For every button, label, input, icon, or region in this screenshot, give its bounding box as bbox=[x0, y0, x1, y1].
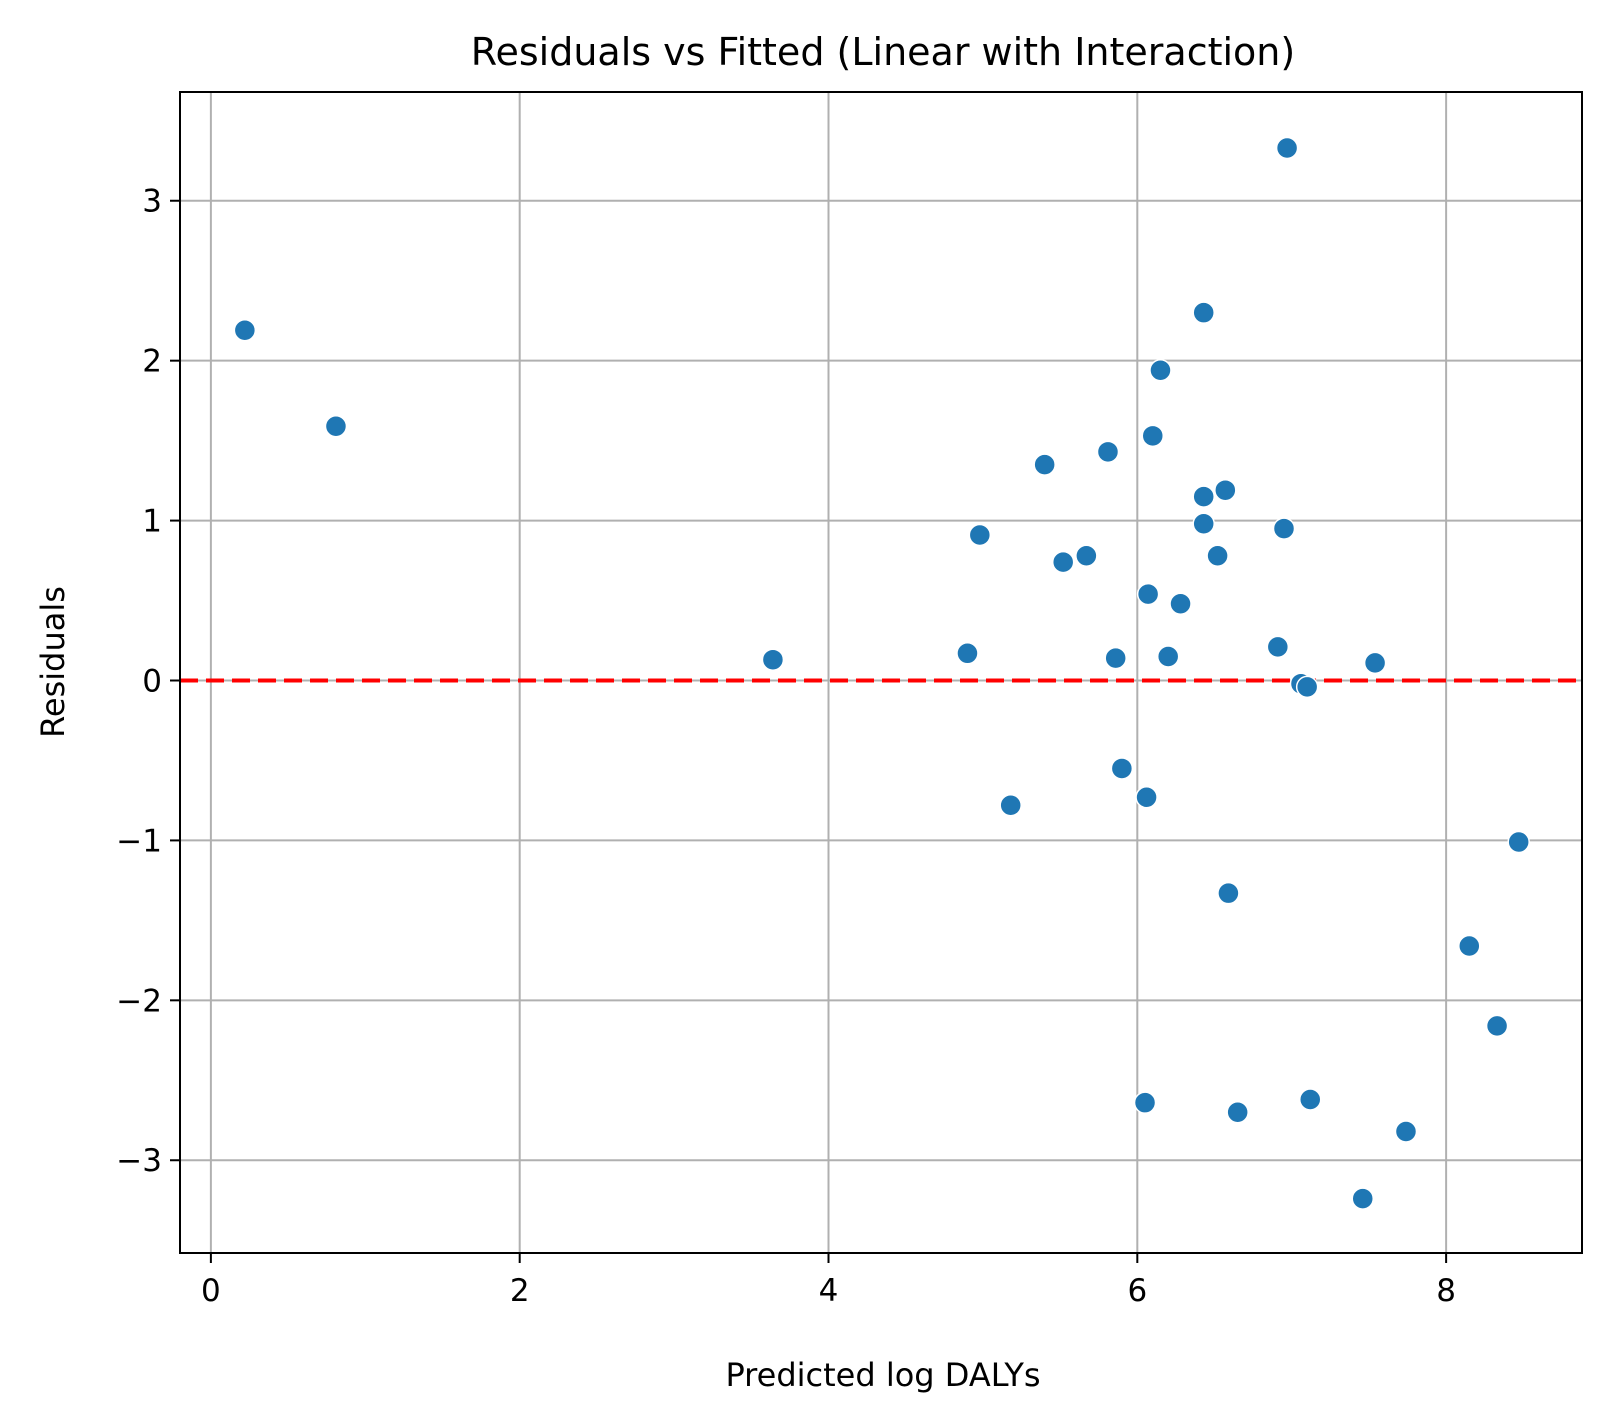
x-tick-label: 8 bbox=[1436, 1273, 1456, 1309]
x-tick-label: 0 bbox=[201, 1273, 221, 1309]
y-tick-label: 2 bbox=[142, 344, 162, 380]
data-point bbox=[1351, 1187, 1374, 1210]
x-tick-label: 4 bbox=[819, 1273, 839, 1309]
data-point bbox=[1266, 635, 1290, 659]
x-tick-label: 6 bbox=[1127, 1273, 1147, 1309]
data-point bbox=[1226, 1101, 1249, 1124]
data-point bbox=[324, 414, 348, 438]
data-point bbox=[1275, 136, 1299, 160]
data-point bbox=[1206, 544, 1229, 568]
grid-lines bbox=[180, 92, 1582, 1253]
data-point bbox=[968, 523, 992, 547]
data-point bbox=[1485, 1014, 1509, 1038]
y-axis-ticks: −3 −2 −1 0 1 2 3 bbox=[116, 184, 180, 1179]
data-point bbox=[1104, 646, 1127, 670]
chart-title: Residuals vs Fitted (Linear with Interac… bbox=[471, 30, 1295, 74]
data-point bbox=[1075, 544, 1098, 568]
x-axis-label: Predicted log DALYs bbox=[725, 1356, 1040, 1394]
data-point bbox=[1141, 424, 1165, 448]
data-point bbox=[1298, 1088, 1322, 1111]
data-point bbox=[1192, 301, 1215, 324]
y-tick-label: −2 bbox=[116, 983, 162, 1019]
data-point bbox=[1214, 478, 1237, 502]
x-axis-ticks: 0 2 4 6 8 bbox=[201, 1253, 1456, 1309]
data-point bbox=[956, 642, 979, 665]
data-point bbox=[1363, 651, 1387, 675]
data-point bbox=[1110, 757, 1134, 780]
data-point bbox=[1136, 582, 1160, 606]
data-point bbox=[1394, 1120, 1418, 1143]
x-tick-label: 2 bbox=[510, 1273, 530, 1309]
data-point bbox=[1051, 550, 1075, 574]
data-point bbox=[1192, 485, 1215, 508]
data-point bbox=[1192, 512, 1215, 536]
y-tick-label: 3 bbox=[142, 184, 162, 220]
data-point bbox=[761, 648, 785, 671]
data-points bbox=[233, 136, 1530, 1210]
data-point bbox=[1149, 359, 1172, 382]
data-point bbox=[1507, 830, 1530, 854]
y-tick-label: 1 bbox=[142, 504, 162, 540]
data-point bbox=[1096, 440, 1120, 464]
data-point bbox=[233, 319, 257, 342]
data-point bbox=[1033, 453, 1056, 476]
y-tick-label: −1 bbox=[116, 823, 162, 859]
data-point bbox=[1169, 592, 1192, 615]
y-tick-label: 0 bbox=[142, 663, 162, 699]
data-point bbox=[1135, 785, 1158, 809]
plot-frame bbox=[179, 91, 1583, 1254]
data-point bbox=[1272, 517, 1296, 540]
data-point bbox=[1156, 645, 1180, 668]
y-tick-label: −3 bbox=[116, 1143, 162, 1179]
data-point bbox=[1133, 1091, 1157, 1114]
data-point bbox=[1217, 881, 1240, 905]
data-point bbox=[1458, 934, 1481, 958]
data-point bbox=[999, 793, 1022, 817]
data-point bbox=[1295, 675, 1319, 699]
y-axis-label: Residuals bbox=[34, 586, 72, 738]
